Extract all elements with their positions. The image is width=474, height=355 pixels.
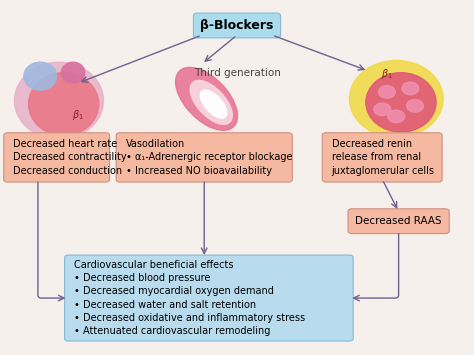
- Text: $\beta_1$: $\beta_1$: [381, 67, 393, 81]
- Ellipse shape: [366, 73, 436, 132]
- Circle shape: [374, 103, 391, 116]
- FancyBboxPatch shape: [322, 133, 442, 182]
- Ellipse shape: [61, 62, 85, 83]
- Ellipse shape: [15, 62, 103, 139]
- Circle shape: [378, 86, 395, 98]
- Text: Third generation: Third generation: [193, 68, 281, 78]
- Ellipse shape: [28, 73, 99, 136]
- FancyBboxPatch shape: [4, 133, 109, 182]
- Text: Decreased renin
release from renal
juxtaglomerular cells: Decreased renin release from renal juxta…: [332, 139, 435, 176]
- Text: β-Blockers: β-Blockers: [201, 19, 273, 32]
- Text: Vasodilation
• α₁-Adrenergic receptor blockage
• Increased NO bioavailability: Vasodilation • α₁-Adrenergic receptor bl…: [126, 139, 292, 176]
- Ellipse shape: [190, 81, 232, 124]
- FancyBboxPatch shape: [64, 255, 353, 341]
- Text: Cardiovascular beneficial effects
• Decreased blood pressure
• Decreased myocard: Cardiovascular beneficial effects • Decr…: [74, 260, 305, 336]
- Circle shape: [388, 110, 405, 122]
- Circle shape: [402, 82, 419, 95]
- FancyBboxPatch shape: [116, 133, 292, 182]
- Text: Decreased heart rate
Decreased contractility
Decreased conduction: Decreased heart rate Decreased contracti…: [13, 139, 127, 176]
- Ellipse shape: [175, 67, 237, 130]
- Ellipse shape: [349, 60, 443, 137]
- Text: Decreased RAAS: Decreased RAAS: [356, 216, 442, 226]
- Circle shape: [407, 99, 423, 112]
- Ellipse shape: [201, 90, 227, 118]
- Text: $\beta_1$: $\beta_1$: [72, 108, 83, 122]
- FancyBboxPatch shape: [193, 13, 281, 38]
- FancyBboxPatch shape: [348, 209, 449, 234]
- Ellipse shape: [24, 62, 57, 90]
